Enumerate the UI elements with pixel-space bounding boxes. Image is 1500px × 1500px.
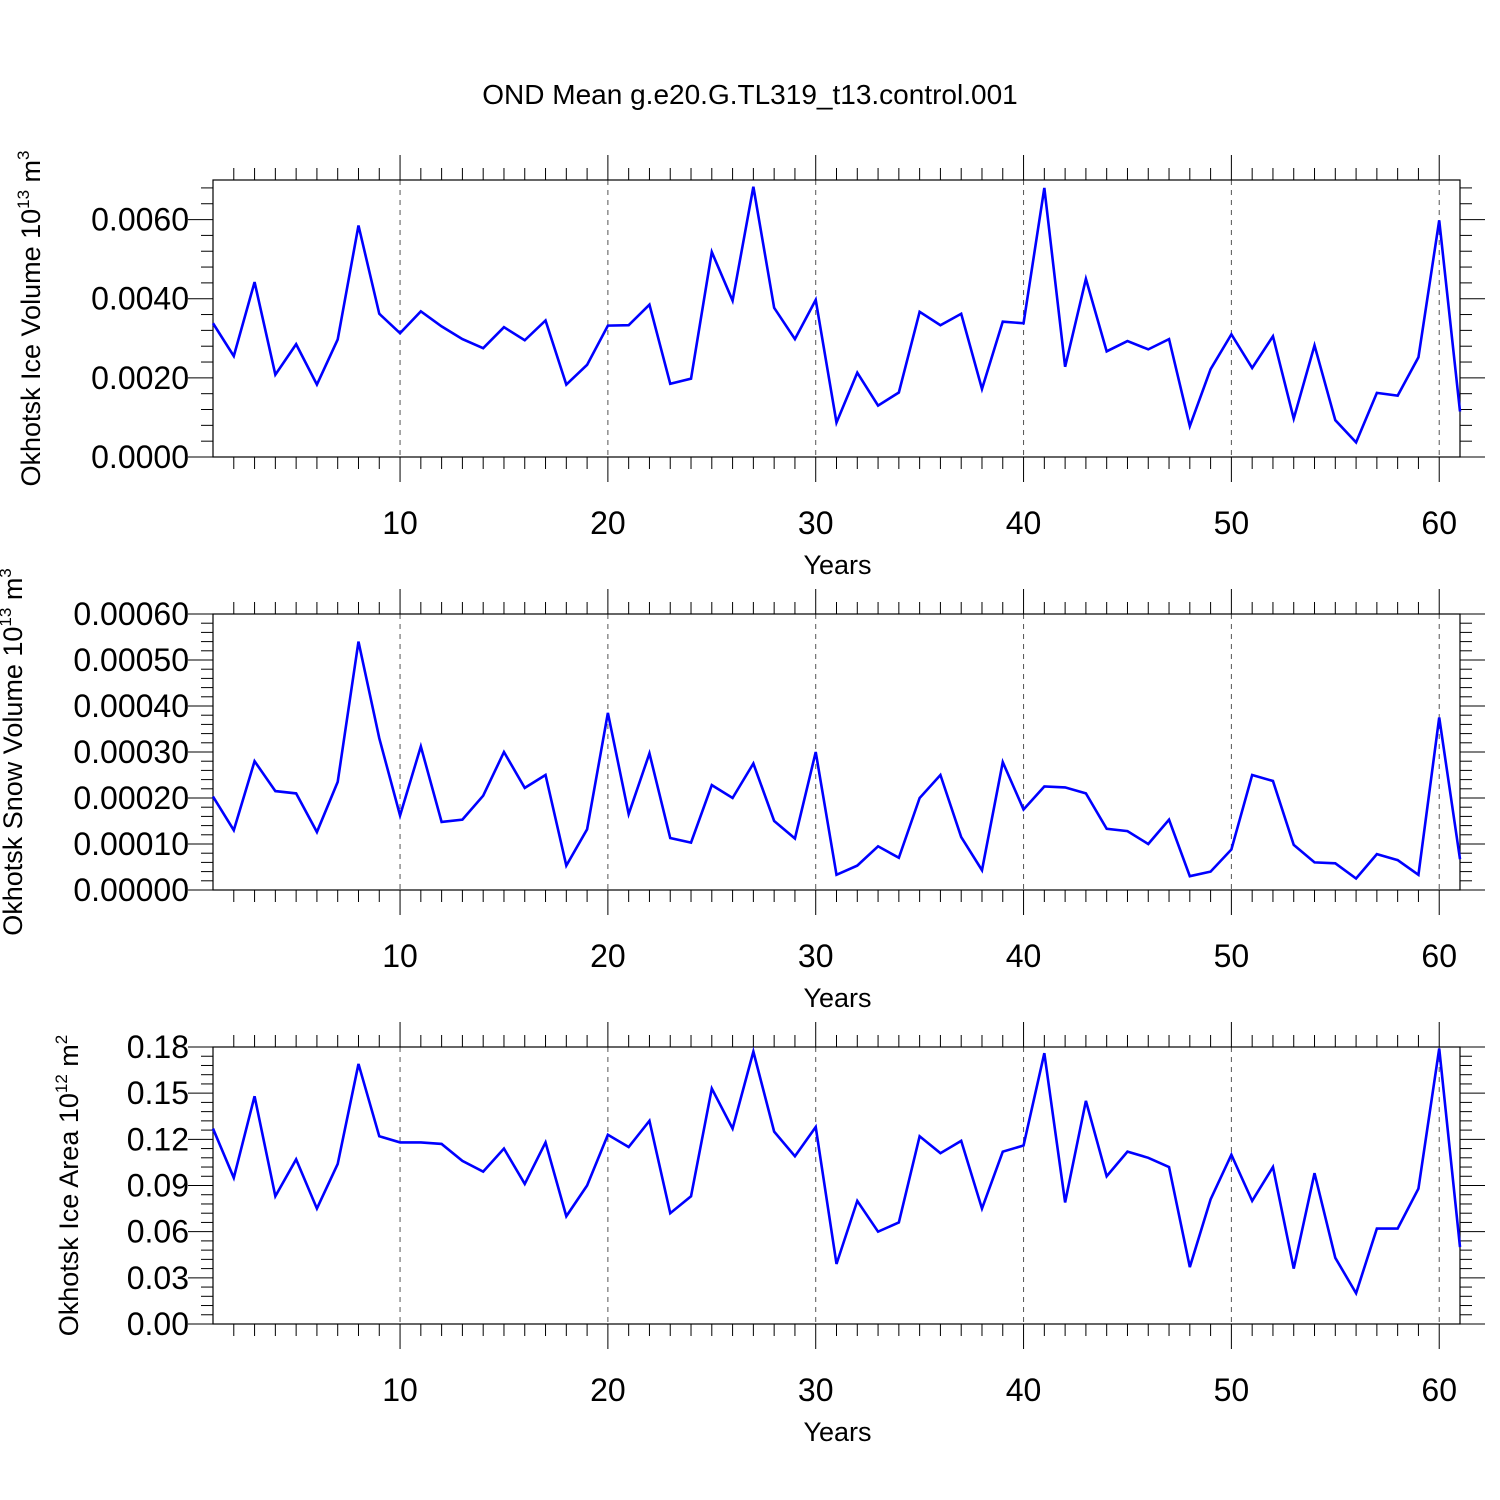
y-tick-label: 0.0000 (91, 439, 189, 475)
x-tick-label: 10 (382, 938, 418, 974)
chart-title: OND Mean g.e20.G.TL319_t13.control.001 (482, 79, 1017, 110)
x-tick-label: 40 (1006, 1372, 1042, 1408)
y-tick-label: 0.0060 (91, 202, 189, 238)
x-tick-label: 10 (382, 505, 418, 541)
y-axis-label: Okhotsk Ice Area 1012 m2 (52, 1035, 84, 1337)
y-tick-label: 0.00 (127, 1306, 189, 1342)
x-tick-label: 20 (590, 938, 626, 974)
y-tick-label: 0.06 (127, 1214, 189, 1250)
y-tick-label: 0.12 (127, 1121, 189, 1157)
x-axis-label: Years (803, 1417, 871, 1447)
y-tick-label: 0.00040 (73, 688, 189, 724)
panel-1: 10 20 30 40 50 60 0.0000 0.0020 0.0040 0.0060 Year… (14, 150, 1485, 580)
y-tick-label: 0.0040 (91, 281, 189, 317)
y-tick-label: 0.00010 (73, 826, 189, 862)
y-tick-label: 0.00050 (73, 642, 189, 678)
plot-frame (212, 1046, 1461, 1325)
x-tick-label: 40 (1006, 505, 1042, 541)
y-tick-label: 0.0020 (91, 360, 189, 396)
series-line (211, 1046, 1462, 1297)
y-tick-label: 0.09 (127, 1168, 189, 1204)
x-axis-label: Years (803, 983, 871, 1013)
x-tick-label: 20 (590, 1372, 626, 1408)
y-tick-label: 0.00000 (73, 872, 189, 908)
x-tick-label: 20 (590, 505, 626, 541)
y-axis-label: Okhotsk Snow Volume 1013 m3 (0, 568, 28, 936)
x-tick-label: 40 (1006, 938, 1042, 974)
x-tick-label: 10 (382, 1372, 418, 1408)
panel-3: 10 20 30 40 50 60 0.00 0.03 0.06 0.09 0.12 0.15 0.18… (52, 1022, 1485, 1447)
x-axis-label: Years (803, 550, 871, 580)
y-tick-label: 0.00030 (73, 734, 189, 770)
y-tick-label: 0.18 (127, 1029, 189, 1065)
x-tick-label: 50 (1214, 1372, 1250, 1408)
x-tick-label: 60 (1421, 938, 1457, 974)
x-tick-label: 30 (798, 1372, 834, 1408)
x-tick-label: 50 (1214, 938, 1250, 974)
y-tick-label: 0.00060 (73, 596, 189, 632)
y-tick-label: 0.00020 (73, 780, 189, 816)
series-line (211, 641, 1462, 881)
y-tick-label: 0.03 (127, 1260, 189, 1296)
plot-frame (212, 613, 1461, 891)
series-line (211, 186, 1462, 445)
x-tick-label: 30 (798, 505, 834, 541)
panel-2: 10 20 30 40 50 60 0.00000 0.00010 0.00020 0.00030… (0, 568, 1485, 1013)
y-tick-label: 0.15 (127, 1075, 189, 1111)
x-tick-label: 60 (1421, 505, 1457, 541)
x-tick-label: 50 (1214, 505, 1250, 541)
x-tick-label: 30 (798, 938, 834, 974)
y-axis-label: Okhotsk Ice Volume 1013 m3 (14, 150, 46, 486)
x-tick-label: 60 (1421, 1372, 1457, 1408)
plot-frame (212, 179, 1461, 458)
